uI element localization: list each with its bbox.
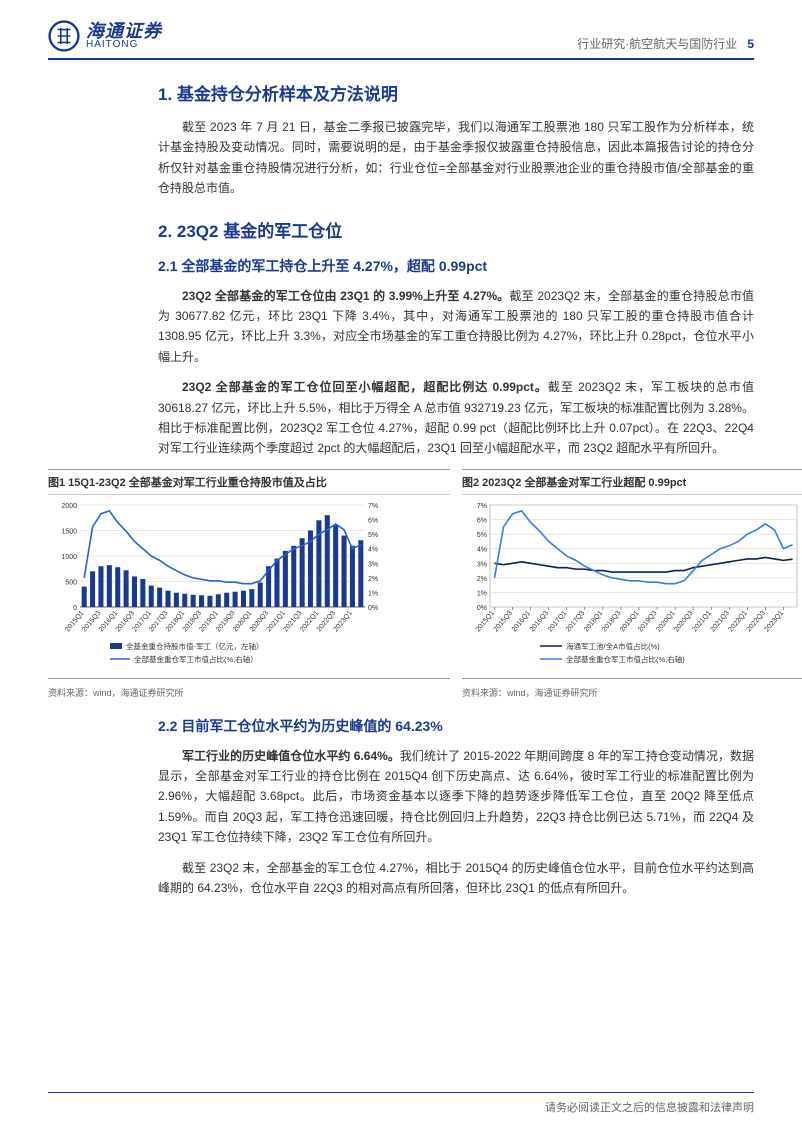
section-2-1-pa: 23Q2 全部基金的军工仓位由 23Q1 的 3.99%上升至 4.27%。截至…	[158, 286, 754, 368]
section-2-1-pb: 23Q2 全部基金的军工仓位回至小幅超配，超配比例达 0.99pct。截至 20…	[158, 377, 754, 459]
svg-text:3%: 3%	[477, 561, 487, 568]
section-2-2-title: 2.2 目前军工仓位水平约为历史峰值的 64.23%	[158, 716, 754, 736]
svg-text:0%: 0%	[477, 605, 487, 612]
p21a-lead: 23Q2 全部基金的军工仓位由 23Q1 的 3.99%上升至 4.27%。	[182, 289, 510, 303]
logo-text: 海通证券 HAITONG	[86, 22, 162, 50]
svg-text:2%: 2%	[477, 576, 487, 583]
svg-text:0: 0	[73, 605, 77, 612]
svg-text:1%: 1%	[477, 590, 487, 597]
svg-text:全部基金重仓军工市值占比(%,右轴）: 全部基金重仓军工市值占比(%,右轴）	[134, 654, 258, 664]
footer-rule	[48, 1092, 754, 1093]
page-number: 5	[747, 37, 754, 51]
svg-text:全部基金重仓军工市值占比(%,右轴): 全部基金重仓军工市值占比(%,右轴)	[566, 654, 685, 664]
svg-text:5%: 5%	[477, 532, 487, 539]
svg-text:6%: 6%	[477, 517, 487, 524]
svg-text:4%: 4%	[368, 546, 378, 553]
svg-text:2023Q1: 2023Q1	[764, 609, 785, 633]
chart-sources: 资料来源：wind，海通证券研究所 资料来源：wind，海通证券研究所	[48, 683, 802, 702]
svg-text:7%: 7%	[477, 503, 487, 510]
header-category: 行业研究·航空航天与国防行业 5	[577, 35, 754, 52]
footer-disclaimer: 请务必阅读正文之后的信息披露和法律声明	[545, 1099, 754, 1115]
section-2-2-pb: 截至 23Q2 末，全部基金的军工仓位 4.27%，相比于 2015Q4 的历史…	[158, 858, 754, 899]
p22a-lead: 军工行业的历史峰值仓位水平约 6.64%。	[182, 749, 400, 763]
report-page: 海通证券 HAITONG 行业研究·航空航天与国防行业 5 1. 基金持仓分析样…	[0, 0, 802, 1133]
chart-2-source: 资料来源：wind，海通证券研究所	[462, 686, 802, 699]
logo-en: HAITONG	[86, 40, 162, 50]
chart-2-box: 图2 2023Q2 全部基金对军工行业超配 0.99pct 0% 1% 2% 3% 4%…	[462, 469, 802, 679]
svg-text:1500: 1500	[61, 528, 77, 535]
svg-text:3%: 3%	[368, 561, 378, 568]
haitong-logo-icon	[48, 20, 80, 52]
svg-text:1%: 1%	[368, 590, 378, 597]
chart-1-source: 资料来源：wind，海通证券研究所	[48, 686, 450, 699]
page-header: 海通证券 HAITONG 行业研究·航空航天与国防行业 5	[48, 20, 754, 60]
section-1-title: 1. 基金持仓分析样本及方法说明	[158, 80, 754, 105]
logo-block: 海通证券 HAITONG	[48, 20, 162, 52]
svg-text:0%: 0%	[368, 605, 378, 612]
svg-text:4%: 4%	[477, 546, 487, 553]
svg-text:5%: 5%	[368, 532, 378, 539]
section-1-p1: 截至 2023 年 7 月 21 日，基金二季报已披露完毕，我们以海通军工股票池…	[158, 117, 754, 199]
chart-2-title: 图2 2023Q2 全部基金对军工行业超配 0.99pct	[462, 470, 802, 495]
svg-text:1000: 1000	[61, 554, 77, 561]
chart-2-svg: 0%1%2%3%4%5%6%7%2015Q12015Q32016Q12016Q3…	[462, 499, 802, 669]
svg-text:6%: 6%	[368, 517, 378, 524]
charts-row: 图1 15Q1-23Q2 全部基金对军工行业重仓持股市值及占比 0 500 1000…	[48, 469, 802, 679]
chart-1-box: 图1 15Q1-23Q2 全部基金对军工行业重仓持股市值及占比 0 500 1000…	[48, 469, 450, 679]
svg-text:2000: 2000	[61, 503, 77, 510]
section-2-1-title: 2.1 全部基金的军工持仓上升至 4.27%，超配 0.99pct	[158, 256, 754, 276]
chart-1-svg: 05001000150020000%1%2%3%4%5%6%7%2015Q120…	[48, 499, 393, 669]
logo-cn: 海通证券	[86, 22, 162, 40]
p22a-body: 我们统计了 2015-2022 年期间跨度 8 年的军工持仓变动情况，数据显示，…	[158, 749, 754, 845]
svg-text:2%: 2%	[368, 576, 378, 583]
chart-1-svg-wrap: 05001000150020000%1%2%3%4%5%6%7%2015Q120…	[48, 495, 450, 678]
section-2-title: 2. 23Q2 基金的军工仓位	[158, 217, 754, 242]
chart-2-svg-wrap: 0%1%2%3%4%5%6%7%2015Q12015Q32016Q12016Q3…	[462, 495, 802, 678]
chart-1-title: 图1 15Q1-23Q2 全部基金对军工行业重仓持股市值及占比	[48, 470, 450, 495]
svg-text:7%: 7%	[368, 503, 378, 510]
section-2-2-pa: 军工行业的历史峰值仓位水平约 6.64%。我们统计了 2015-2022 年期间…	[158, 746, 754, 848]
category-text: 行业研究·航空航天与国防行业	[577, 37, 737, 51]
svg-text:全基金重仓持股市值-军工（亿元，左轴）: 全基金重仓持股市值-军工（亿元，左轴）	[126, 641, 264, 651]
p21b-lead: 23Q2 全部基金的军工仓位回至小幅超配，超配比例达 0.99pct。	[182, 380, 548, 394]
svg-text:海通军工池/全A市值占比(%): 海通军工池/全A市值占比(%)	[566, 641, 660, 651]
svg-text:500: 500	[65, 579, 77, 586]
main-content: 1. 基金持仓分析样本及方法说明 截至 2023 年 7 月 21 日，基金二季…	[48, 80, 754, 898]
